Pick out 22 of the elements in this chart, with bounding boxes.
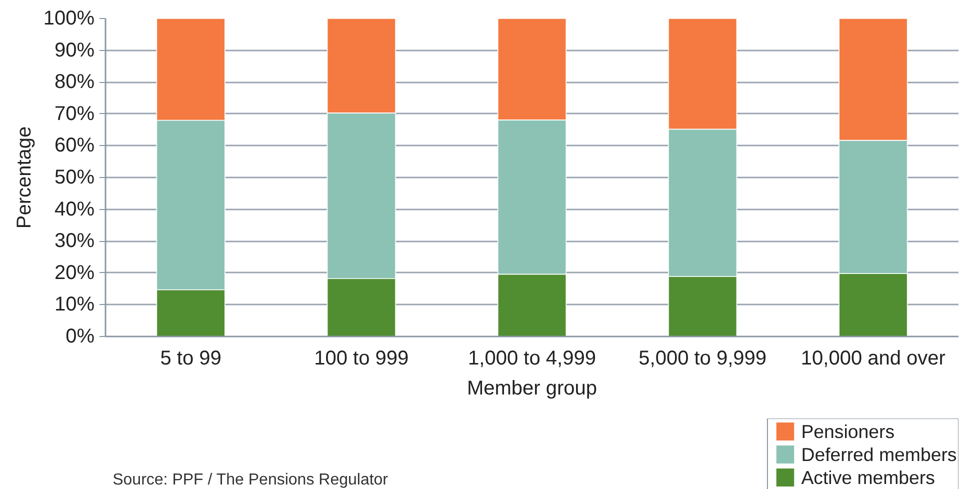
x-tick-label: 5 to 99	[160, 348, 222, 370]
x-tick-label: 100 to 999	[314, 348, 409, 370]
legend-label: Deferred members	[801, 444, 957, 465]
y-tick-label: 10%	[54, 294, 95, 316]
y-tick-label: 100%	[43, 8, 95, 30]
y-tick-label: 70%	[54, 102, 95, 125]
legend-label: Active members	[801, 467, 935, 488]
y-tick-label: 20%	[54, 262, 95, 284]
y-tick-label: 50%	[54, 166, 95, 188]
y-tick-label: 40%	[54, 198, 95, 220]
legend-label: Pensioners	[801, 421, 895, 442]
y-tick-label: 0%	[66, 326, 95, 348]
source-note: Source: PPF / The Pensions Regulator	[112, 472, 389, 488]
y-axis-title: Percentage	[13, 126, 36, 229]
y-tick-label: 90%	[54, 39, 95, 62]
y-tick-label: 80%	[54, 71, 95, 94]
x-tick-label: 10,000 and over	[800, 348, 946, 370]
y-tick-label: 60%	[54, 134, 95, 157]
x-tick-label: 1,000 to 4,999	[468, 348, 596, 370]
x-axis-title: Member group	[466, 378, 598, 400]
x-tick-label: 5,000 to 9,999	[638, 348, 767, 370]
y-tick-label: 30%	[54, 230, 95, 252]
